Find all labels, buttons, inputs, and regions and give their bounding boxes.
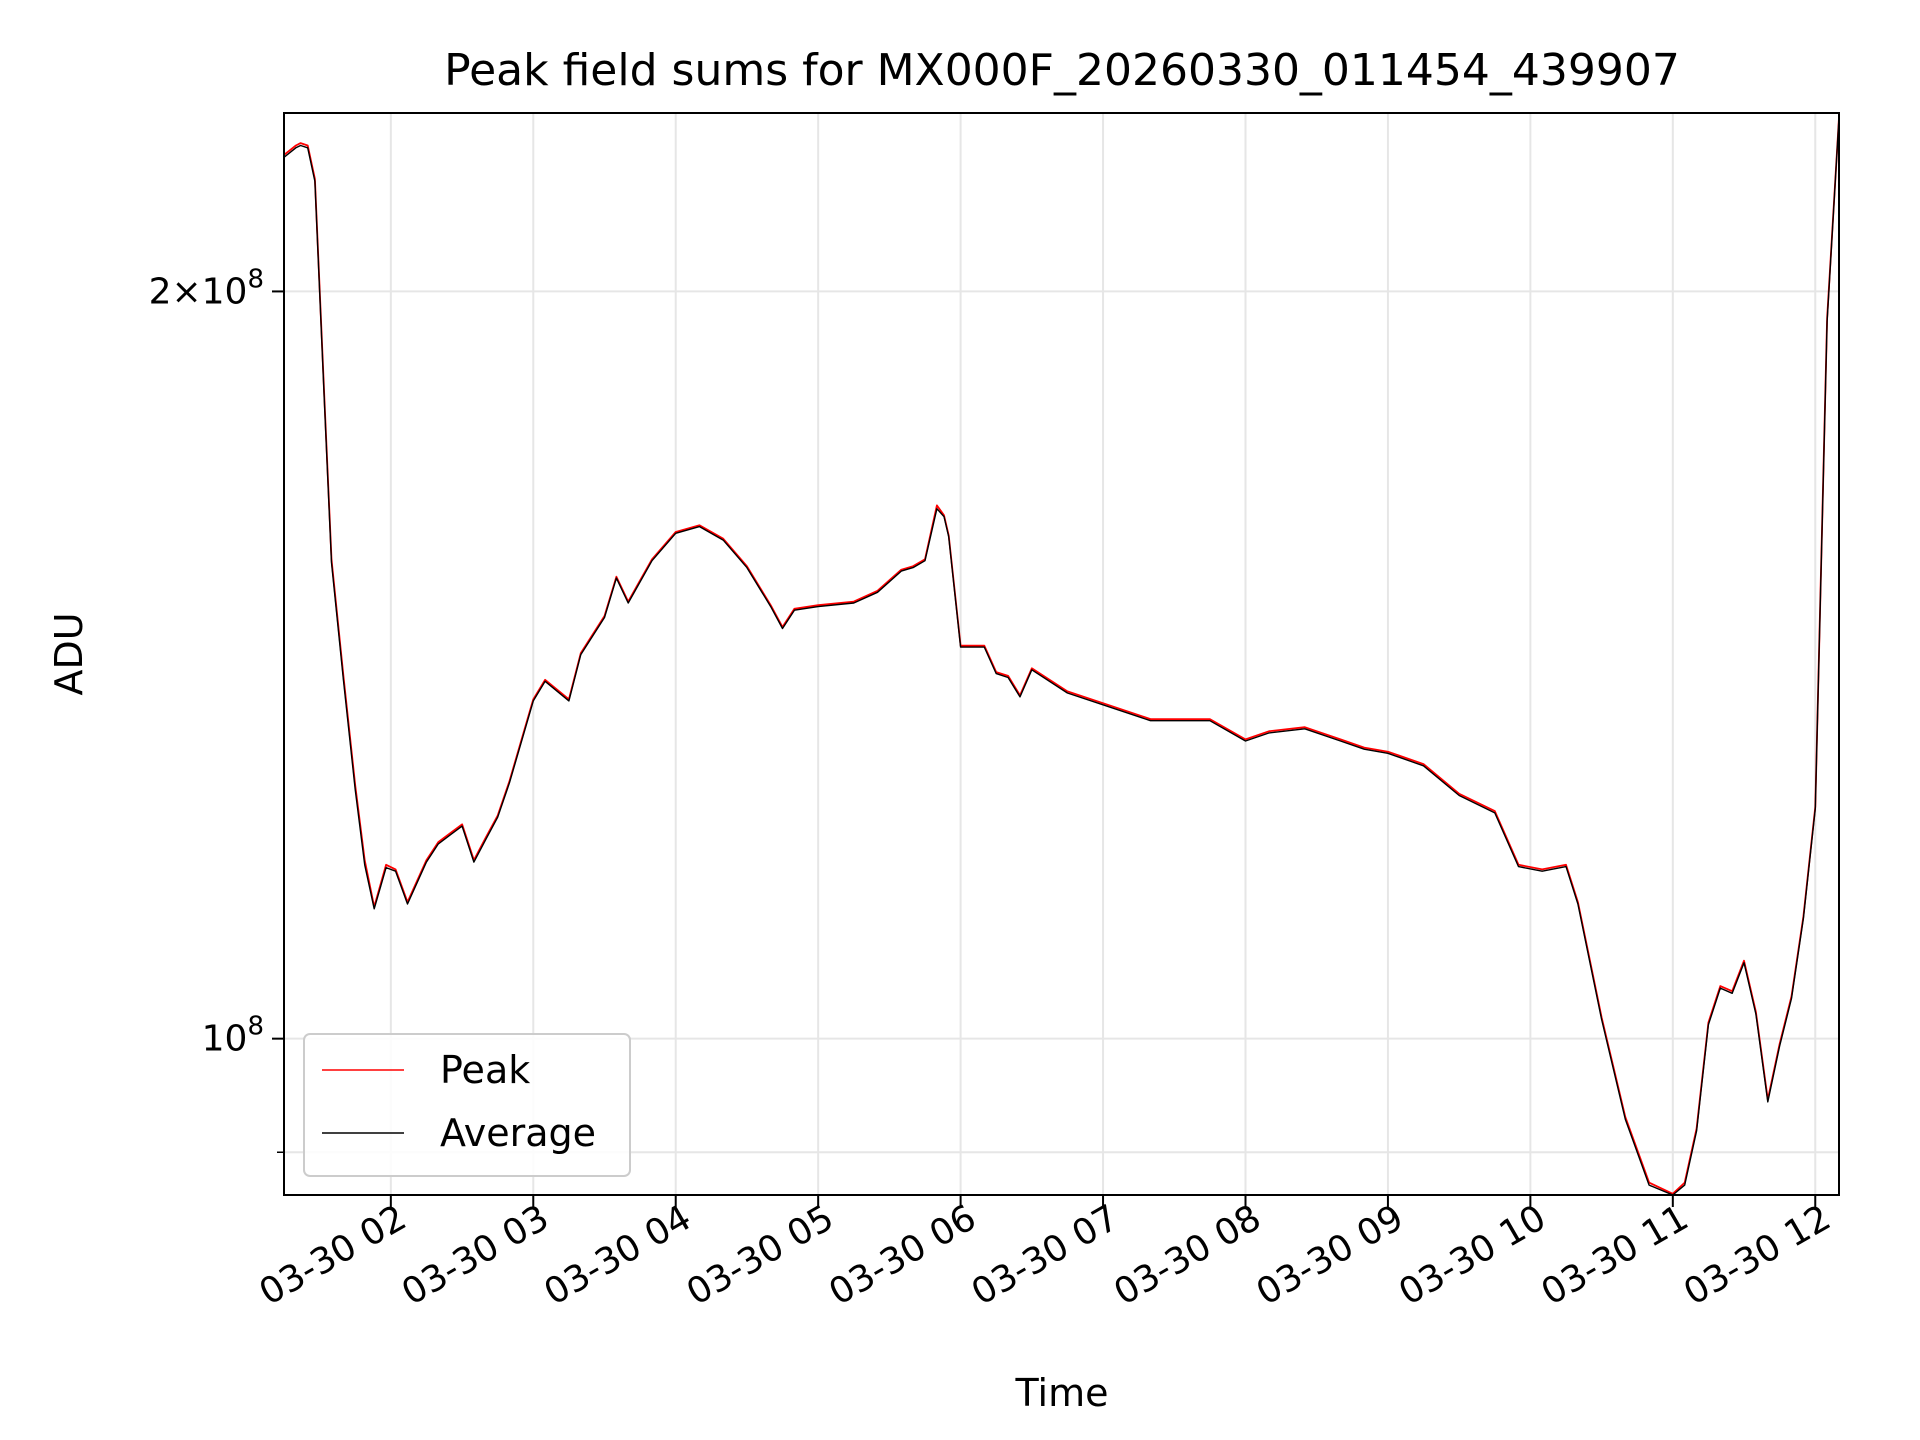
chart-title: Peak field sums for MX000F_20260330_0114… <box>444 45 1680 96</box>
plot-frame <box>283 112 1840 1196</box>
legend: Peak Average <box>303 1033 631 1177</box>
series-line-peak <box>283 117 1840 1195</box>
y-axis: 2×108 108 <box>149 264 284 1153</box>
y-tick-label: 108 <box>202 1012 264 1060</box>
grid-lines <box>284 113 1839 1195</box>
series-line-average <box>283 117 1840 1196</box>
legend-label-average: Average <box>440 1111 596 1155</box>
y-tick-label: 2×108 <box>149 264 264 312</box>
y-axis-label: ADU <box>47 612 91 695</box>
plot-area <box>283 117 1840 1196</box>
x-axis-label: Time <box>1015 1371 1109 1415</box>
legend-label-peak: Peak <box>440 1048 530 1092</box>
